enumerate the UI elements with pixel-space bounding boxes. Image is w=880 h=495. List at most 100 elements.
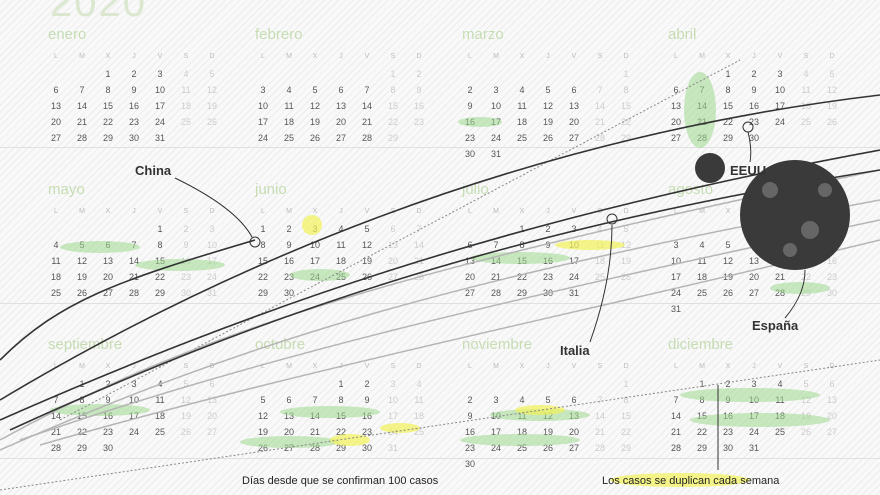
weekday-label: V	[571, 208, 577, 215]
day-cell: 9	[751, 85, 757, 95]
day-cell: 9	[416, 85, 422, 95]
day-cell: 30	[102, 443, 113, 453]
day-cell: 26	[309, 133, 320, 143]
weekday-label: S	[183, 363, 189, 370]
day-cell: 25	[516, 443, 527, 453]
day-cell: 20	[206, 411, 217, 421]
day-cell: 29	[76, 443, 87, 453]
day-cell: 6	[571, 85, 577, 95]
day-cell: 12	[206, 85, 217, 95]
day-cell: 12	[800, 395, 811, 405]
day-cell: 15	[257, 256, 268, 266]
day-cell: 15	[722, 101, 733, 111]
day-cell: 18	[180, 101, 191, 111]
weekday-label: S	[183, 208, 189, 215]
day-cell: 7	[416, 224, 422, 234]
day-cell: 23	[413, 117, 424, 127]
weekday-label: M	[493, 363, 499, 370]
weekday-label: L	[54, 363, 58, 370]
day-cell: 11	[181, 85, 191, 95]
day-cell: 26	[722, 288, 733, 298]
month-name: noviembre	[462, 336, 533, 353]
weekday-label: D	[209, 363, 215, 370]
day-cell: 7	[673, 395, 679, 405]
weekday-label: D	[829, 363, 835, 370]
month-name: febrero	[255, 26, 303, 43]
day-cell: 10	[490, 101, 501, 111]
day-cell: 11	[517, 101, 527, 111]
weekday-label: V	[364, 53, 370, 60]
day-cell: 13	[748, 256, 759, 266]
day-cell: 22	[387, 117, 398, 127]
day-cell: 3	[131, 379, 137, 389]
day-cell: 29	[335, 443, 346, 453]
day-cell: 7	[597, 85, 603, 95]
day-cell: 5	[803, 379, 809, 389]
weekday-label: L	[54, 208, 58, 215]
day-cell: 1	[699, 379, 705, 389]
day-cell: 8	[623, 85, 629, 95]
day-cell: 28	[76, 133, 87, 143]
day-cell: 18	[335, 256, 346, 266]
day-cell: 21	[774, 272, 785, 282]
day-cell: 31	[748, 443, 759, 453]
day-cell: 11	[336, 240, 346, 250]
day-cell: 28	[594, 443, 605, 453]
day-cell: 14	[128, 256, 139, 266]
line-china	[0, 239, 256, 361]
day-cell: 5	[364, 224, 370, 234]
day-cell: 28	[670, 443, 681, 453]
day-cell: 17	[490, 427, 501, 437]
line-italia	[0, 149, 880, 421]
day-cell: 18	[154, 411, 165, 421]
day-cell: 18	[50, 272, 61, 282]
day-cell: 4	[338, 224, 344, 234]
day-cell: 23	[826, 272, 837, 282]
day-cell: 22	[335, 427, 346, 437]
day-cell: 31	[387, 443, 398, 453]
day-cell: 1	[338, 379, 344, 389]
weekday-label: J	[132, 363, 136, 370]
month-name: septiembre	[48, 336, 123, 353]
year-title: 2020	[50, 0, 147, 25]
weekday-label: J	[339, 208, 343, 215]
day-cell: 30	[748, 133, 759, 143]
day-cell: 25	[516, 133, 527, 143]
day-cell: 11	[801, 85, 811, 95]
day-cell: 7	[493, 240, 499, 250]
day-cell: 15	[620, 101, 631, 111]
day-cell: 21	[50, 427, 61, 437]
day-cell: 8	[623, 395, 629, 405]
day-cell: 8	[338, 395, 344, 405]
day-cell: 5	[545, 85, 551, 95]
weekday-label: L	[468, 53, 472, 60]
month-name: abril	[668, 26, 697, 43]
weekday-label: L	[261, 208, 265, 215]
weekday-label: S	[803, 53, 809, 60]
weekday-label: M	[286, 208, 292, 215]
weekday-label: V	[571, 53, 577, 60]
day-cell: 9	[364, 395, 370, 405]
day-cell: 21	[594, 427, 605, 437]
weekday-label: J	[132, 208, 136, 215]
day-cell: 4	[519, 395, 525, 405]
day-cell: 10	[154, 85, 165, 95]
day-cell: 1	[623, 69, 629, 79]
day-cell: 13	[335, 101, 346, 111]
weekday-label: S	[597, 53, 603, 60]
day-cell: 2	[131, 69, 137, 79]
weekday-label: M	[493, 53, 499, 60]
day-cell: 26	[76, 288, 87, 298]
day-cell: 20	[50, 117, 61, 127]
line-eeuu	[0, 94, 880, 401]
weekday-label: M	[79, 363, 85, 370]
day-cell: 17	[257, 117, 268, 127]
day-cell: 5	[312, 85, 318, 95]
day-cell: 6	[829, 379, 835, 389]
day-cell: 19	[180, 411, 191, 421]
day-cell: 13	[206, 395, 217, 405]
weekday-label: X	[519, 363, 525, 370]
day-cell: 13	[568, 101, 579, 111]
day-cell: 23	[464, 133, 475, 143]
day-cell: 30	[826, 288, 837, 298]
